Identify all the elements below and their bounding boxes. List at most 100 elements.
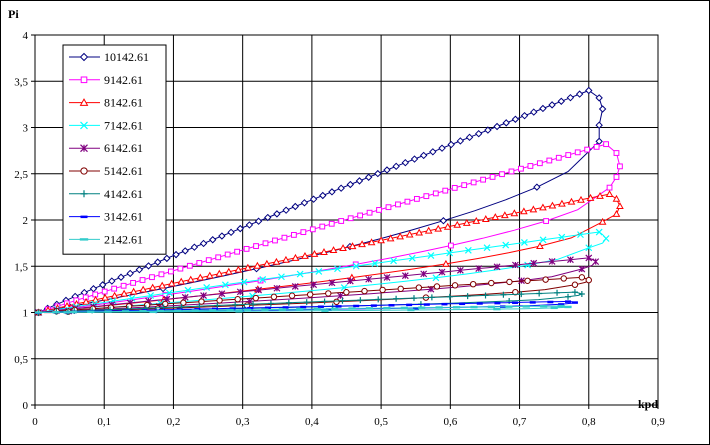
data-point [186,262,193,269]
data-point [347,215,354,222]
data-point [461,182,468,189]
legend-item: 8142.61 [69,96,143,110]
data-point [129,287,138,295]
data-point [427,252,435,259]
series-2142.61 [34,304,572,314]
legend-label: 5142.61 [104,164,143,178]
data-point [253,261,262,269]
data-point [167,279,176,287]
data-point [309,226,316,233]
legend-item: 7142.61 [69,118,143,132]
data-point [243,245,250,252]
data-point [367,238,376,246]
data-point [593,143,600,150]
data-point [386,234,395,242]
data-point [438,268,446,276]
x-tick-label: 0,5 [374,416,388,428]
data-point [110,291,119,299]
data-point [80,144,88,153]
data-point [547,300,554,304]
y-tick-label: 4 [23,30,29,42]
data-point [108,277,116,285]
data-point [410,295,417,302]
data-point [165,289,173,297]
y-tick-label: 1,5 [14,261,28,273]
data-point [87,310,95,314]
data-point [328,188,336,196]
data-point [598,105,607,113]
data-point [320,248,328,255]
data-point [529,301,536,304]
data-point [147,292,155,300]
data-point [226,308,234,312]
data-point [121,310,130,313]
data-point [448,242,454,249]
data-point [413,195,420,202]
data-point [205,257,212,264]
data-point [423,193,430,200]
data-point [419,151,428,160]
legend-label: 3142.61 [104,210,143,224]
data-point [522,305,530,308]
data-point [480,176,486,183]
data-point [278,308,286,311]
data-point [163,254,171,263]
data-point [144,262,153,270]
data-point [325,308,332,311]
axes [31,34,659,409]
data-point [435,306,443,309]
data-point [290,232,297,238]
y-axis-label: Pi [8,7,19,21]
data-point [337,184,345,192]
data-point [415,284,423,291]
data-point [264,213,272,222]
data-point [250,301,257,308]
data-point [465,133,474,142]
data-point [319,223,326,230]
data-point [571,281,579,288]
data-point [577,231,584,239]
data-point [310,281,318,289]
data-point [339,244,347,252]
legend-item: 4142.61 [69,187,143,201]
data-point [358,240,366,248]
x-tick-label: 0,8 [582,416,596,428]
data-point [343,289,350,296]
x-tick-label: 0,1 [97,416,111,428]
data-point [247,306,254,310]
data-point [209,236,217,244]
legend-label: 10142.61 [104,50,149,64]
data-point [393,295,400,302]
data-point [511,115,520,123]
data-point [285,299,292,306]
data-point [310,249,319,257]
data-point [215,269,224,277]
data-point [418,306,426,309]
data-point [565,152,572,158]
data-point [558,199,566,207]
data-point [375,296,382,303]
data-point [446,249,454,257]
data-point [605,190,614,197]
data-point [346,277,354,285]
data-point [177,277,186,285]
data-point [383,274,391,281]
data-point [447,140,455,149]
legend-label: 4142.61 [104,187,143,201]
data-point [111,285,118,292]
data-point [335,305,342,308]
data-point [470,179,477,186]
data-point [301,251,309,259]
data-point [291,253,300,261]
series-line [38,231,607,313]
data-point [571,289,578,296]
data-point [439,217,448,225]
data-point [395,201,401,208]
data-point [396,232,404,240]
data-point [567,197,576,205]
data-point [493,307,501,311]
data-point [80,190,88,198]
y-tick-label: 3 [23,123,29,135]
data-point [518,291,525,298]
data-point [196,273,205,281]
